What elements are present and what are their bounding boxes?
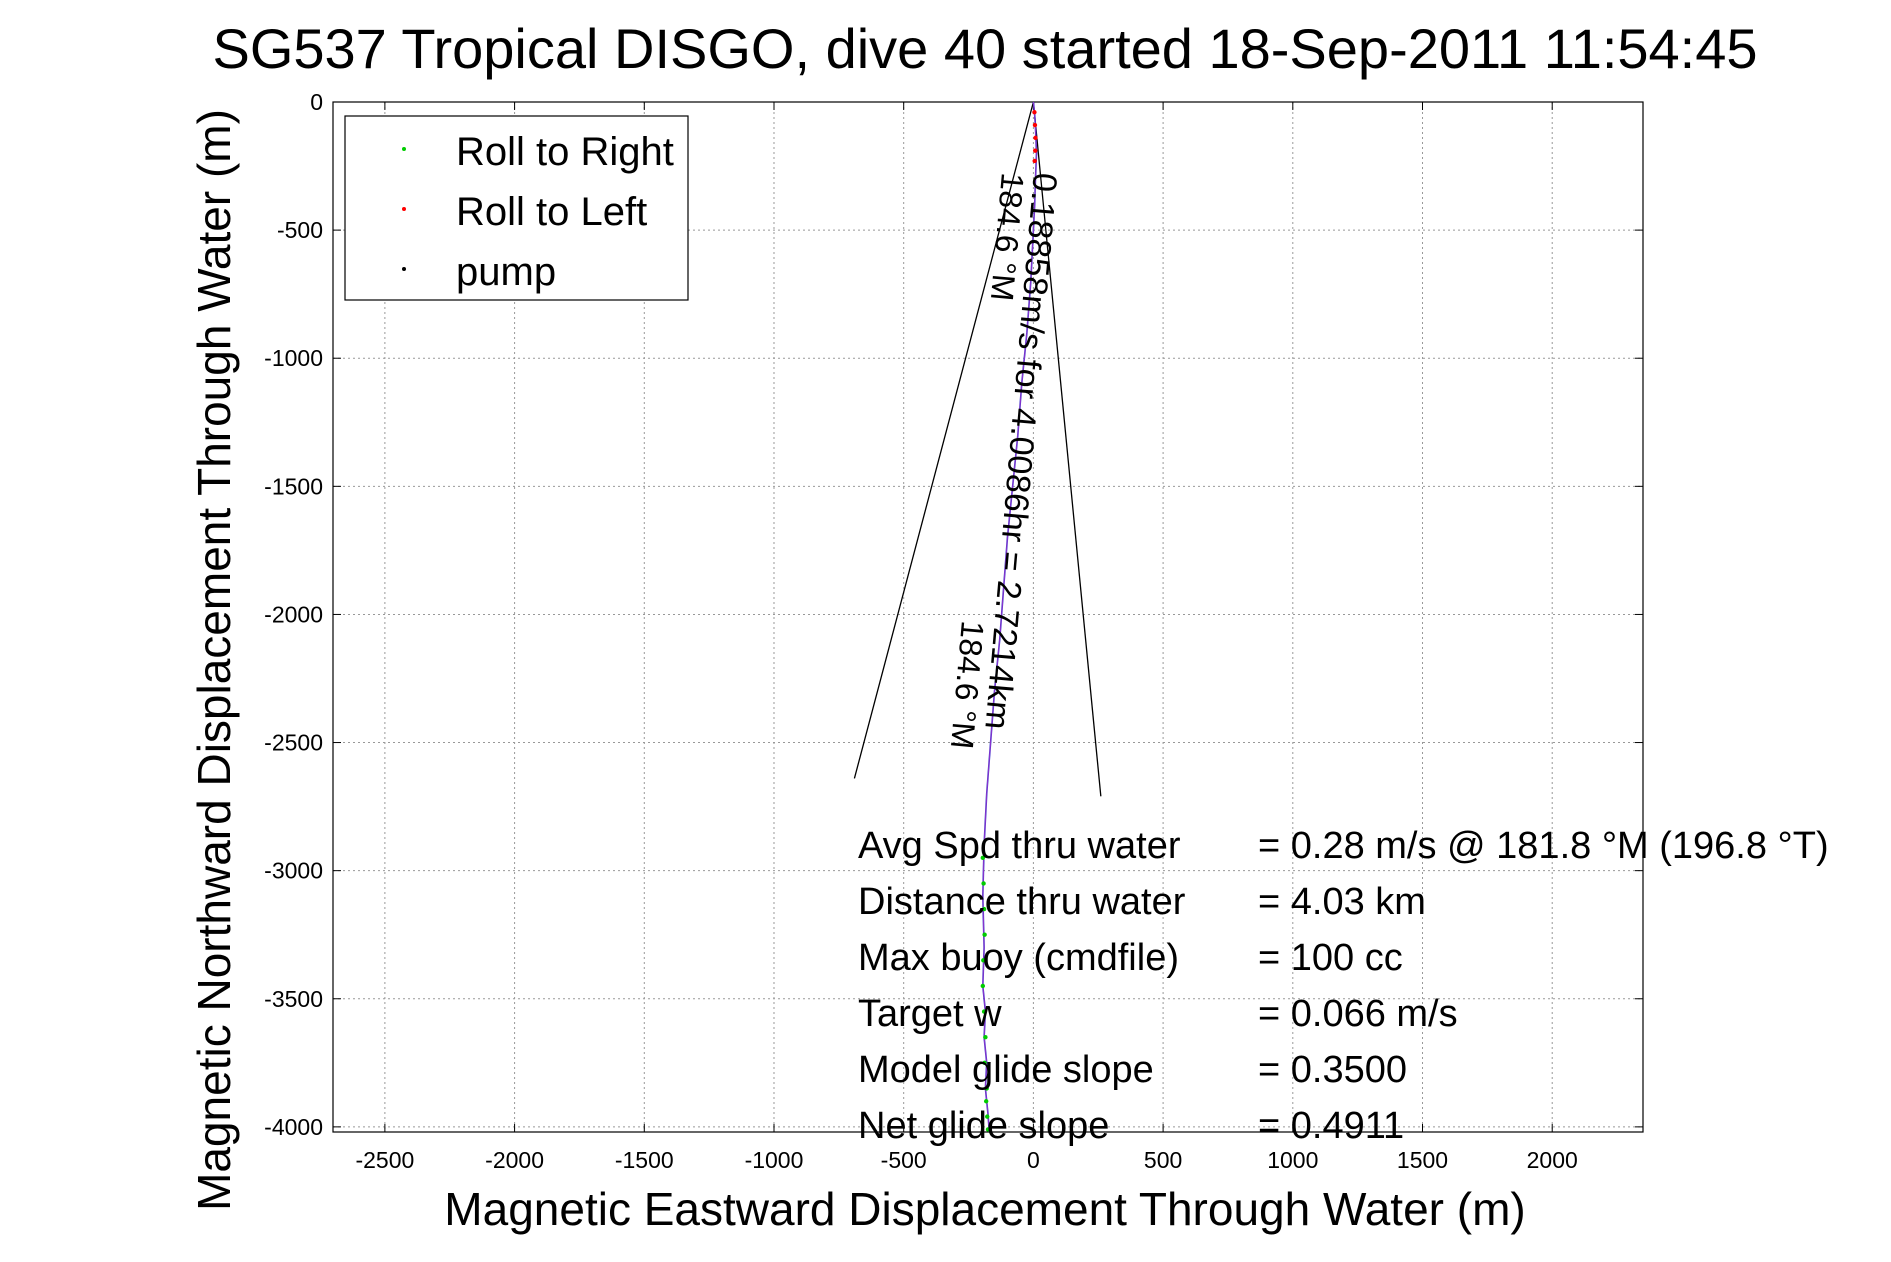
stat-label: Net glide slope: [858, 1105, 1109, 1147]
y-tick-label: -3000: [264, 858, 323, 884]
legend-label: pump: [456, 250, 556, 294]
x-tick-label: 500: [1144, 1147, 1182, 1173]
x-axis-ticks: -2500 -2000 -1500 -1000 -500 0 500 1000 1500 2000: [355, 102, 1578, 1173]
legend-marker: [402, 267, 406, 271]
series-point-roll-right: [982, 1060, 987, 1066]
series-point-roll-right: [985, 1114, 990, 1119]
x-tick-label: 1000: [1267, 1147, 1318, 1173]
x-tick-label: 2000: [1527, 1147, 1578, 1173]
legend-marker: [402, 207, 406, 211]
series-point-roll-left: [1033, 135, 1038, 141]
track-labels: 0.18858m/s for 4.0086hr = 2.7214km 184.6…: [944, 171, 1064, 750]
stat-value: = 100 cc: [1258, 937, 1403, 979]
stat-value: = 0.3500: [1258, 1049, 1407, 1091]
stat-label: Distance thru water: [858, 881, 1186, 923]
series-point-roll-right: [981, 958, 986, 963]
heading-label-bottom: 184.6 °M: [944, 619, 991, 750]
legend-label: Roll to Left: [456, 190, 647, 234]
stat-value: = 0.066 m/s: [1258, 993, 1458, 1035]
series-point-roll-left: [1032, 158, 1037, 164]
stats-block: Avg Spd thru water = 0.28 m/s @ 181.8 °M …: [858, 825, 1829, 1147]
stat-label: Target w: [858, 993, 1002, 1035]
x-tick-label: -1000: [745, 1147, 804, 1173]
y-axis-ticks: 0 -500 -1000 -1500 -2000 -2500 -3000 -3500 -4000: [264, 89, 1643, 1140]
x-tick-label: -1500: [615, 1147, 674, 1173]
y-tick-label: 0: [310, 89, 323, 115]
plot-frame: [332, 101, 1644, 1133]
x-tick-label: 0: [1027, 1147, 1040, 1173]
track-series: [980, 101, 1038, 1133]
series-point-roll-right: [981, 906, 987, 912]
x-tick-label: 1500: [1397, 1147, 1448, 1173]
stat-label: Max buoy (cmdfile): [858, 937, 1179, 979]
series-point-roll-right: [981, 1009, 987, 1014]
series-point-roll-right: [980, 983, 986, 989]
stat-value: = 0.28 m/s @ 181.8 °M (196.8 °T): [1258, 825, 1829, 867]
y-tick-label: -500: [277, 217, 323, 243]
plot-area-border: [332, 101, 1644, 1133]
stat-label: Avg Spd thru water: [858, 825, 1181, 867]
y-tick-label: -3500: [264, 986, 323, 1012]
stat-value: = 0.4911: [1258, 1105, 1404, 1147]
y-tick-label: -4000: [264, 1114, 323, 1140]
legend-label: Roll to Right: [456, 130, 674, 174]
heading-cone: [853, 101, 1102, 797]
x-tick-label: -500: [881, 1147, 927, 1173]
series-point-roll-right: [984, 1086, 989, 1091]
series-point-roll-left: [1033, 148, 1038, 153]
series-point-roll-right: [983, 1034, 988, 1040]
series-point-roll-left: [1032, 122, 1038, 128]
x-tick-label: -2500: [355, 1147, 414, 1173]
y-tick-label: -2000: [264, 601, 323, 627]
chart-title: SG537 Tropical DISGO, dive 40 started 18…: [212, 17, 1757, 80]
y-tick-label: -1000: [264, 345, 323, 371]
legend-marker: [402, 147, 406, 151]
series-point-roll-right: [982, 932, 987, 937]
stat-value: = 4.03 km: [1258, 881, 1426, 923]
series-point-roll-left: [1032, 110, 1037, 115]
stat-label: Model glide slope: [858, 1049, 1154, 1091]
y-tick-label: -2500: [264, 730, 323, 756]
x-tick-label: -2000: [485, 1147, 544, 1173]
track-line-overlay: [982, 101, 1037, 1133]
cone-line-left: [853, 101, 1035, 779]
series-point-roll-right: [985, 1127, 991, 1132]
cone-line-right: [1032, 101, 1102, 797]
x-axis-label: Magnetic Eastward Displacement Through W…: [444, 1183, 1525, 1235]
y-tick-label: -1500: [264, 473, 323, 499]
y-axis-label: Magnetic Northward Displacement Through …: [188, 109, 240, 1211]
legend: Roll to Right Roll to Left pump: [344, 115, 689, 301]
plot-grid: [333, 101, 1643, 1132]
series-point-roll-right: [980, 855, 986, 861]
series-point-roll-right: [981, 881, 986, 886]
series-point-roll-right: [983, 1099, 989, 1104]
